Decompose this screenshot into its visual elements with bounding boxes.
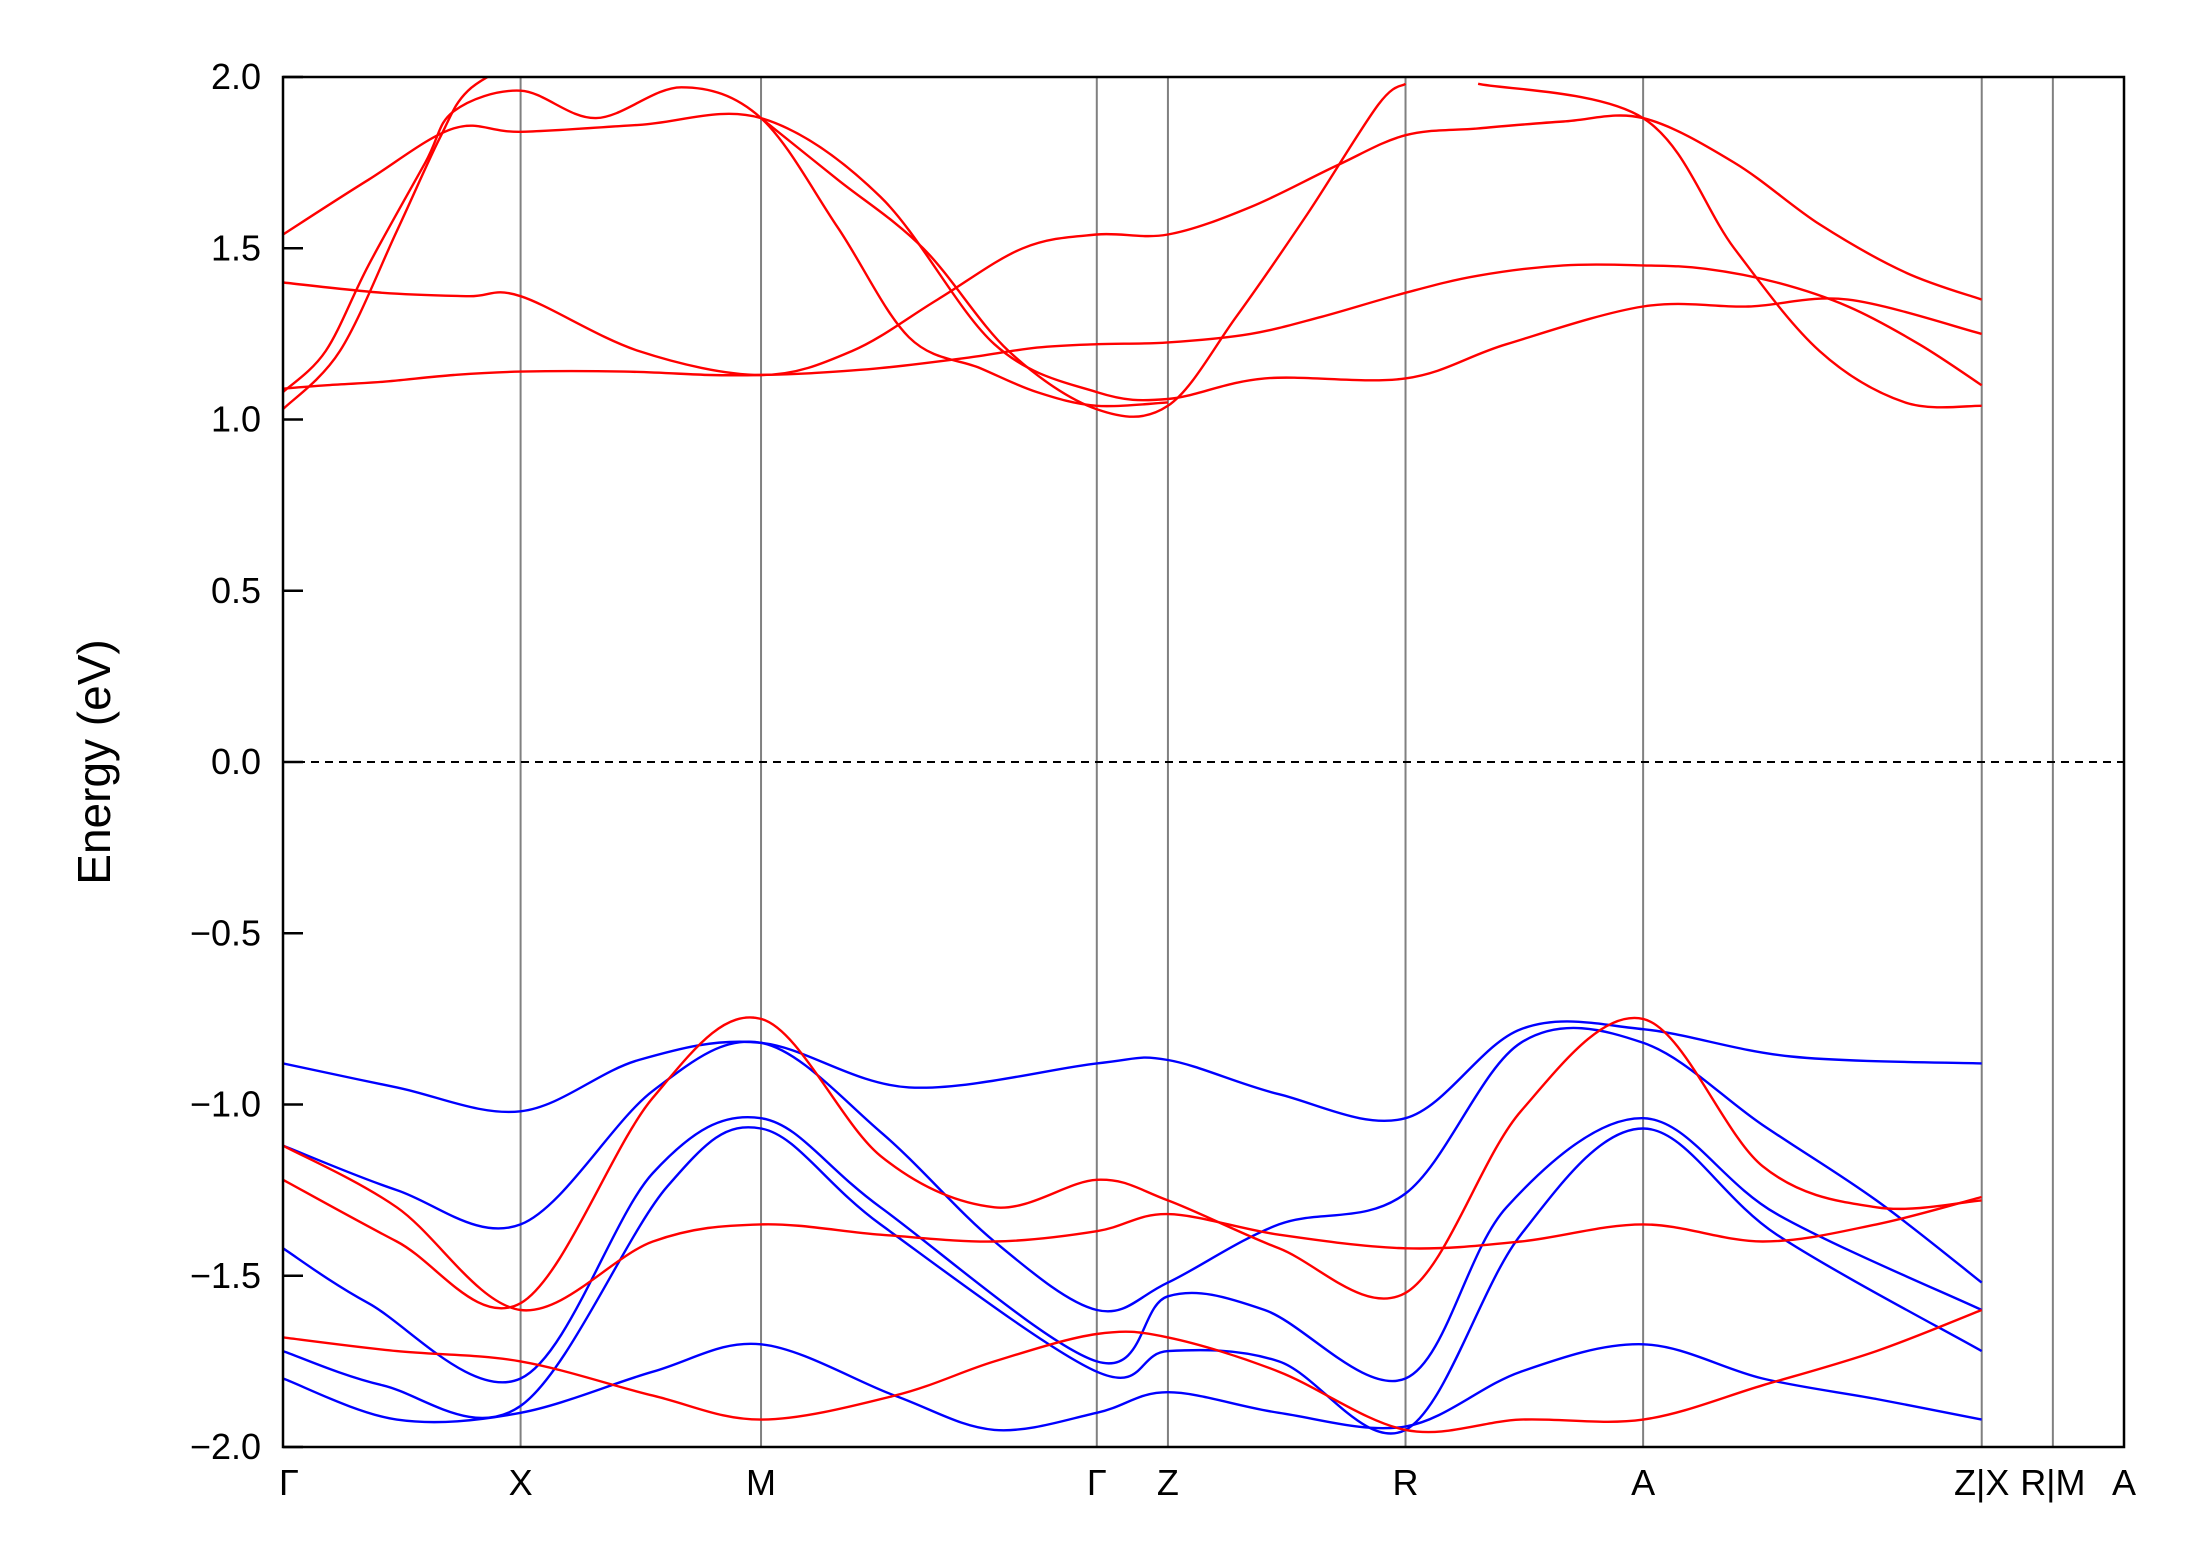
y-tick-label: −1.0: [190, 1084, 261, 1125]
y-tick-label: −1.5: [190, 1255, 261, 1296]
band-line: [283, 1016, 1982, 1310]
y-tick-label: 1.0: [211, 399, 261, 440]
band-lines: [283, 77, 1983, 1435]
x-axis-ticks: Γ X M Γ Z R A Z|X R|M A: [279, 1462, 2136, 1503]
x-tick-label: M: [746, 1462, 776, 1503]
x-tick-label: Z: [1157, 1462, 1179, 1503]
x-tick-label: Γ: [279, 1462, 299, 1503]
band-line: [283, 263, 1983, 390]
band-line: [283, 86, 1168, 408]
band-line: [283, 112, 1982, 402]
y-tick-label: −2.0: [190, 1426, 261, 1467]
band-line: [283, 114, 1983, 377]
x-tick-label: A: [2112, 1462, 2136, 1503]
band-line: [283, 1342, 1982, 1432]
band-line: [760, 82, 1407, 418]
x-tick-label: R: [1393, 1462, 1419, 1503]
band-line: [283, 1308, 1983, 1434]
y-tick-label: 1.5: [211, 227, 261, 268]
band-line: [283, 1020, 1982, 1123]
band-line: [1477, 82, 1982, 409]
band-line: [283, 77, 490, 411]
x-tick-label: X: [509, 1462, 533, 1503]
x-tick-label: R|M: [2020, 1462, 2085, 1503]
x-tick-label: A: [1631, 1462, 1655, 1503]
y-tick-label: 2.0: [211, 56, 261, 97]
x-tick-label: Γ: [1087, 1462, 1107, 1503]
y-tick-label: −0.5: [190, 912, 261, 953]
y-axis-ticks: −2.0 −1.5 −1.0 −0.5 0.0 0.5 1.0 1.5 2.0: [190, 56, 303, 1467]
band-line: [283, 1144, 1982, 1312]
y-tick-label: 0.0: [211, 741, 261, 782]
band-line: [283, 1126, 1983, 1435]
x-tick-label: Z|X: [1954, 1462, 2009, 1503]
band-line: [283, 1116, 1983, 1384]
y-axis-title: Energy (eV): [68, 639, 120, 884]
y-tick-label: 0.5: [211, 570, 261, 611]
